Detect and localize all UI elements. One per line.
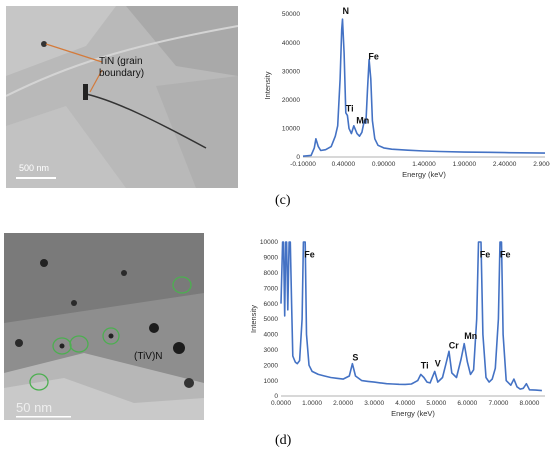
- chart2-x-tick-label: 1.0000: [302, 400, 322, 407]
- chart2-x-axis-label: Energy (keV): [391, 409, 435, 418]
- chart2-y-axis-label: Intensity: [249, 305, 258, 333]
- scale-bar-label-c: 500 nm: [19, 163, 50, 173]
- chart1-peak-label: N: [343, 6, 350, 16]
- chart1-y-tick-label: 50000: [282, 11, 300, 18]
- chart2-x-tick-label: 6.0000: [457, 400, 477, 407]
- chart2-peak-label: V: [435, 359, 441, 369]
- chart2-y-tick-label: 5000: [264, 316, 279, 323]
- chart2-peak-label: Fe: [480, 249, 491, 259]
- chart2-peak-label: Fe: [304, 249, 315, 259]
- panel-label-d: (d): [275, 433, 292, 448]
- chart2-series-line: [280, 241, 542, 392]
- chart2-y-tick-label: 2000: [264, 362, 279, 369]
- chart1-y-tick-label: 0: [296, 154, 300, 161]
- tin-annotation-line2: boundary): [99, 68, 145, 79]
- chart1-y-tick-label: 30000: [282, 68, 300, 75]
- chart2-y-tick-label: 0: [274, 393, 278, 400]
- chart1-x-tick-label: 0.40000: [332, 161, 356, 168]
- tem-image-d-graphic: [4, 233, 204, 420]
- chart2-x-tick-label: 0.0000: [271, 400, 291, 407]
- tem-image-d: (TiV)N 50 nm: [4, 233, 204, 420]
- tem-image-c-graphic: [6, 6, 238, 188]
- chart2-y-tick-label: 1000: [264, 378, 279, 385]
- tem-image-c: TiN (grain boundary) 500 nm: [6, 6, 238, 188]
- chart1-x-tick-label: -0.10000: [290, 161, 316, 168]
- chart2-peak-label: S: [352, 353, 358, 363]
- chart1-series-line: [302, 18, 546, 157]
- chart1-x-tick-label: 1.40000: [412, 161, 436, 168]
- chart2-peak-label: Mn: [464, 331, 477, 341]
- chart2-y-tick-label: 3000: [264, 347, 279, 354]
- chart2-y-tick-label: 6000: [264, 301, 279, 308]
- chart1-x-axis-label: Energy (keV): [402, 170, 446, 179]
- chart1-y-tick-label: 20000: [282, 97, 300, 104]
- chart2-y-tick-label: 10000: [260, 239, 278, 246]
- panel-label-c: (c): [275, 193, 291, 208]
- chart2-x-tick-label: 2.0000: [333, 400, 353, 407]
- chart1-x-tick-label: 1.90000: [453, 161, 477, 168]
- chart2-y-tick-label: 4000: [264, 332, 279, 339]
- chart1-x-tick-label: 0.90000: [372, 161, 396, 168]
- tin-annotation-line1: TiN (grain: [99, 56, 143, 67]
- chart1-peak-label: Ti: [346, 104, 354, 114]
- chart1-y-axis-label: Intensity: [263, 71, 272, 99]
- chart1-x-tick-label: 2.40000: [493, 161, 517, 168]
- chart2-y-tick-label: 9000: [264, 255, 279, 262]
- chart1-y-tick-label: 40000: [282, 40, 300, 47]
- chart1-x-tick-label: 2.90000: [533, 161, 550, 168]
- chart2-peak-label: Fe: [500, 249, 511, 259]
- chart1-peak-label: Fe: [368, 52, 379, 62]
- chart1-y-tick-label: 10000: [282, 126, 300, 133]
- chart2-x-tick-label: 3.0000: [364, 400, 384, 407]
- chart2-peak-label: Ti: [421, 360, 429, 370]
- scale-bar-label-d: 50 nm: [16, 400, 53, 415]
- chart2-x-tick-label: 4.0000: [395, 400, 415, 407]
- chart2-x-tick-label: 8.0000: [520, 400, 540, 407]
- chart2-y-tick-label: 7000: [264, 285, 279, 292]
- chart2-x-tick-label: 7.0000: [488, 400, 508, 407]
- chart2-peak-label: Cr: [449, 340, 459, 350]
- chart1-peak-label: Mn: [356, 116, 369, 126]
- chart2-y-tick-label: 8000: [264, 270, 279, 277]
- chart2-x-tick-label: 5.0000: [426, 400, 446, 407]
- tiv-n-annotation: (TiV)N: [134, 351, 163, 362]
